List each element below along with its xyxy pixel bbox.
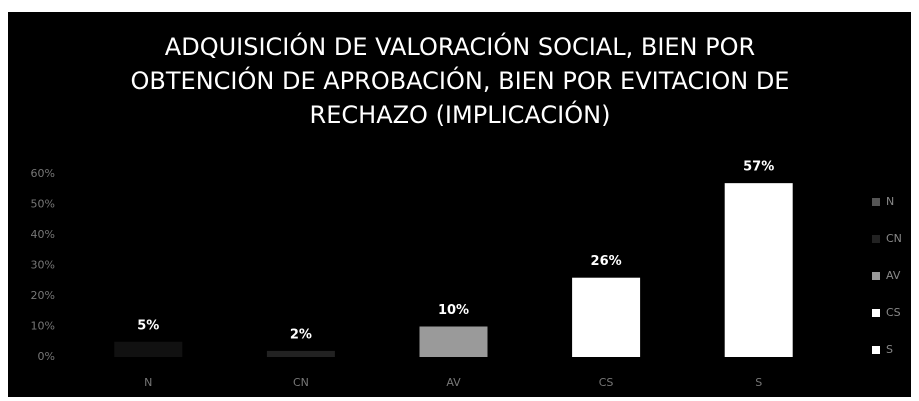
y-tick-label: 10% [31, 320, 55, 333]
bar [724, 183, 793, 357]
y-tick-label: 40% [31, 228, 55, 241]
bar [572, 277, 641, 357]
legend-label: N [886, 195, 894, 208]
legend-swatch [872, 309, 880, 317]
y-tick-label: 20% [31, 289, 55, 302]
legend-swatch [872, 198, 880, 206]
chart-title: ADQUISICIÓN DE VALORACIÓN SOCIAL, BIEN P… [130, 33, 790, 129]
data-label: 2% [290, 327, 312, 342]
x-tick-label: S [755, 376, 762, 389]
y-tick-label: 30% [31, 259, 55, 272]
y-tick-label: 0% [38, 350, 55, 363]
x-tick-label: CS [599, 376, 614, 389]
legend-label: S [886, 343, 893, 356]
legend-swatch [872, 235, 880, 243]
legend-swatch [872, 272, 880, 280]
data-label: 5% [137, 318, 159, 333]
x-tick-label: AV [446, 376, 461, 389]
legend-label: AV [886, 269, 901, 282]
y-tick-label: 60% [31, 167, 55, 180]
legend-label: CN [886, 232, 902, 245]
x-tick-label: N [144, 376, 152, 389]
legend-swatch [872, 346, 880, 354]
bar [114, 341, 183, 357]
x-tick-label: CN [293, 376, 309, 389]
y-tick-label: 50% [31, 198, 55, 211]
data-label: 57% [743, 160, 774, 175]
legend-label: CS [886, 306, 901, 319]
bar [266, 350, 335, 357]
bar [419, 326, 488, 357]
data-label: 10% [438, 303, 469, 318]
data-label: 26% [591, 254, 622, 269]
